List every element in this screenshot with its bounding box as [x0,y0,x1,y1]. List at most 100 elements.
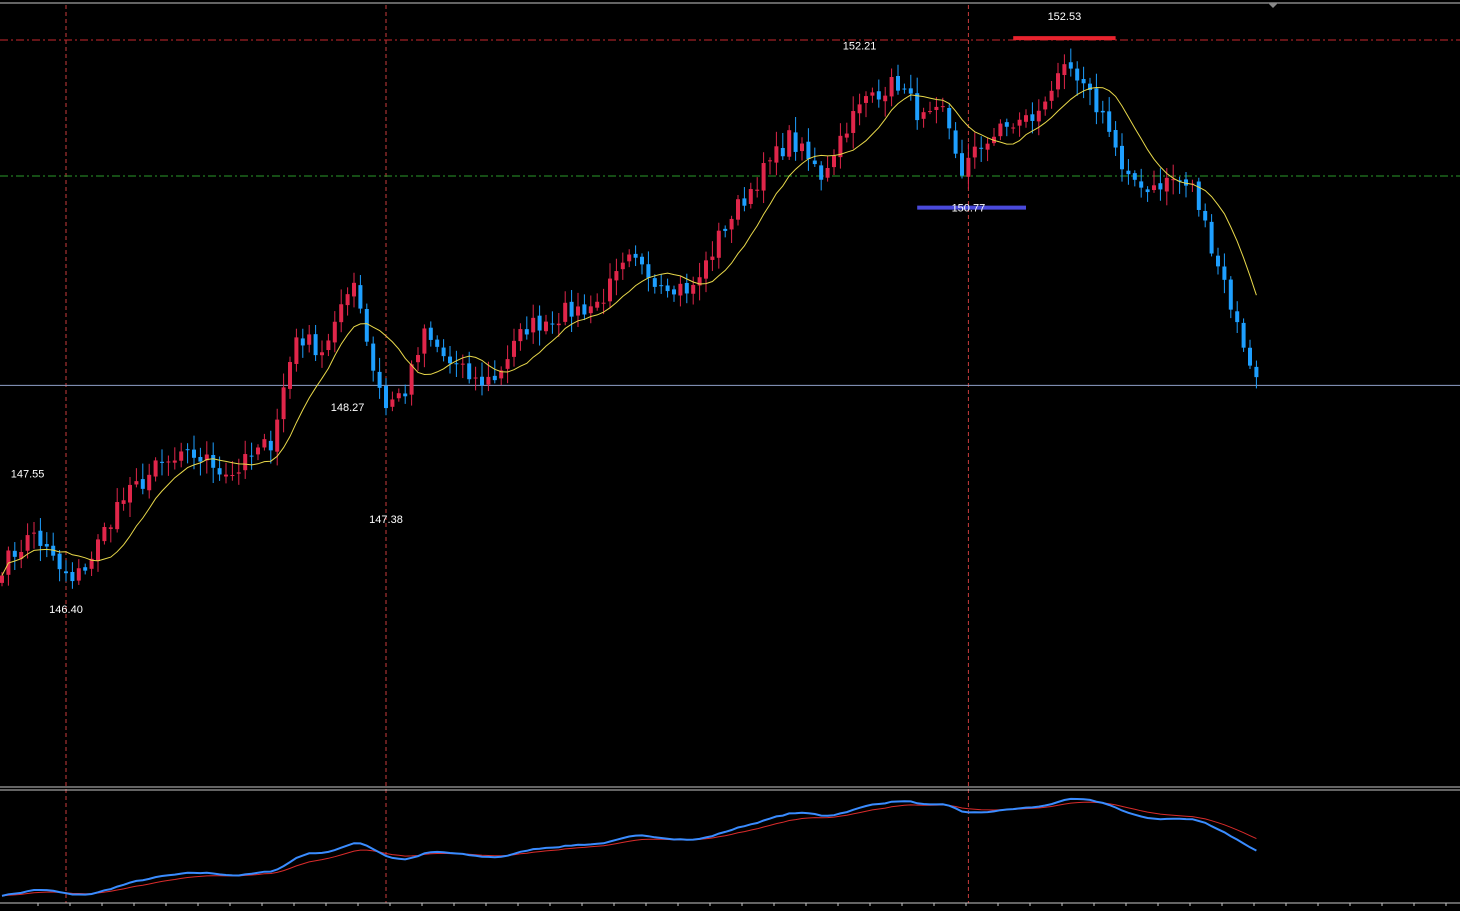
price-label: 150.77 [952,203,986,215]
candle-body [1164,177,1169,192]
candle [44,532,49,558]
candle [1254,360,1259,389]
candle [211,442,216,484]
candle [569,290,574,333]
candle-body [192,449,196,458]
candle [179,442,184,468]
candle-body [844,133,849,138]
candle-body [416,355,420,363]
candle-body [160,461,164,463]
candle-body [473,377,478,379]
candle-body [448,356,452,364]
price-label: 152.53 [1048,11,1082,23]
candle [556,312,561,337]
candle [960,139,964,179]
candle [1017,112,1022,137]
candle-body [0,575,4,583]
candle [1126,159,1131,185]
candle [998,119,1003,141]
candle-body [83,567,88,571]
candle-body [601,302,606,304]
candle-body [153,460,158,477]
candle [947,104,952,140]
candle [70,562,75,589]
candle [1036,99,1041,136]
candle-body [505,359,510,369]
candle-body [275,419,280,452]
candle-body [1177,180,1182,182]
candle-body [134,481,139,485]
candle [595,293,600,311]
candle [1171,164,1176,195]
candle [774,131,779,176]
candle-body [838,135,843,158]
candle-body [768,160,772,162]
candle-body [345,294,350,306]
candle [192,435,196,470]
candle [89,551,94,577]
candle [1088,77,1092,106]
candle-body [512,340,516,357]
candle-body [441,347,446,357]
candle-body [972,146,977,158]
candle-body [371,343,376,371]
candle-body [1248,347,1252,366]
candle [1203,203,1208,228]
candle [185,443,190,464]
candle-body [288,362,292,389]
candle [262,433,267,451]
candle-body [755,189,760,191]
candle-body [1036,110,1041,122]
candle-body [812,160,817,165]
candle [198,447,203,476]
candle [902,83,907,94]
candle-body [627,254,632,262]
candle [390,391,395,412]
candle [601,288,606,315]
candle-body [224,474,228,477]
candle-body [185,449,190,451]
candle-body [179,451,184,461]
candle-body [364,309,369,342]
candle-body [915,93,920,121]
candle-body [576,306,580,316]
candle [646,251,651,292]
scroll-marker-icon[interactable] [1268,3,1278,8]
candle-body [1216,255,1220,267]
candle [352,272,356,308]
candle-body [108,527,113,529]
candle [1068,48,1073,77]
candle [793,117,798,161]
candle-body [435,339,440,347]
candle-body [928,111,932,113]
candle [467,351,472,384]
candle-body [864,96,868,103]
candle [19,539,24,569]
candle-body [684,282,689,294]
candle [166,455,171,476]
candles [0,48,1259,589]
candle-body [825,168,830,178]
candle [985,137,990,162]
candle-body [281,387,286,420]
candle-body [620,262,625,270]
candle-body [1158,183,1163,190]
candle-body [1113,130,1118,148]
candle-body [563,302,568,322]
candle-body [678,283,683,296]
candle [953,122,958,159]
candle-body [524,329,529,335]
candle [1228,276,1233,319]
candle-body [121,500,126,504]
price-label: 146.40 [49,604,83,616]
candle-body [979,147,984,149]
candle-body [614,271,619,281]
grid-layer [0,5,1460,903]
candle-body [569,301,574,317]
candle-body [742,198,747,206]
candle-body [492,375,497,381]
candle-body [851,111,856,133]
candle [147,463,152,499]
